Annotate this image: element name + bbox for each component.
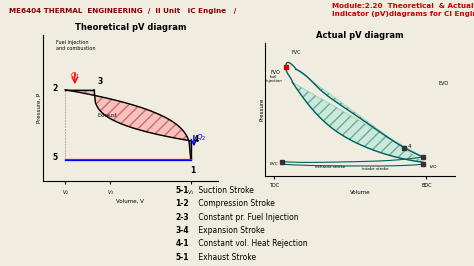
Y-axis label: Pressure, P: Pressure, P xyxy=(36,93,41,123)
Text: Exhaust Stroke: Exhaust Stroke xyxy=(196,253,256,262)
Text: Module:2.20  Theoretical  & Actual
Indicator (pV)diagrams for CI Engine: Module:2.20 Theoretical & Actual Indicat… xyxy=(332,3,474,17)
Text: intake stroke: intake stroke xyxy=(362,167,389,171)
Text: Expansion Stroke: Expansion Stroke xyxy=(196,226,265,235)
Text: FVO: FVO xyxy=(271,70,281,76)
Polygon shape xyxy=(65,90,191,159)
Y-axis label: Pressure: Pressure xyxy=(259,97,264,121)
Text: 5: 5 xyxy=(52,153,57,162)
Text: Suction Stroke: Suction Stroke xyxy=(196,186,254,195)
Text: 2: 2 xyxy=(52,84,57,93)
Text: IVO: IVO xyxy=(429,165,437,169)
Text: Fuel injection
and combustion: Fuel injection and combustion xyxy=(55,40,95,51)
Text: 5-1: 5-1 xyxy=(175,253,189,262)
Title: Theoretical pV diagram: Theoretical pV diagram xyxy=(74,23,186,32)
Text: FVC: FVC xyxy=(291,49,301,55)
Text: 2-3: 2-3 xyxy=(175,213,189,222)
Text: EVC: EVC xyxy=(270,162,278,166)
Text: 5-1: 5-1 xyxy=(175,186,189,195)
Text: $Q_1$: $Q_1$ xyxy=(70,70,80,81)
Text: 4: 4 xyxy=(194,135,199,144)
Text: ME6404 THERMAL  ENGINEERING  /  II Unit   IC Engine   /: ME6404 THERMAL ENGINEERING / II Unit IC … xyxy=(9,8,237,14)
Text: Constant pr. Fuel Injection: Constant pr. Fuel Injection xyxy=(196,213,299,222)
Text: 3-4: 3-4 xyxy=(175,226,189,235)
Text: Compression Stroke: Compression Stroke xyxy=(196,200,275,209)
Title: Actual pV diagram: Actual pV diagram xyxy=(317,31,404,40)
Text: Constant vol. Heat Rejection: Constant vol. Heat Rejection xyxy=(196,239,308,248)
Text: Exhaust: Exhaust xyxy=(97,113,117,118)
X-axis label: Volume: Volume xyxy=(350,190,371,195)
Text: 4-1: 4-1 xyxy=(175,239,189,248)
Text: 3: 3 xyxy=(97,77,102,86)
Text: fuel
injection: fuel injection xyxy=(265,75,283,84)
Text: EVO: EVO xyxy=(438,81,448,86)
Text: 4: 4 xyxy=(408,144,411,149)
Text: 1: 1 xyxy=(190,166,195,175)
X-axis label: Volume, V: Volume, V xyxy=(117,199,144,204)
Polygon shape xyxy=(292,69,423,162)
Text: exhaust stroke: exhaust stroke xyxy=(315,165,345,169)
Text: 1-2: 1-2 xyxy=(175,200,189,209)
Text: $Q_2$: $Q_2$ xyxy=(195,132,206,143)
